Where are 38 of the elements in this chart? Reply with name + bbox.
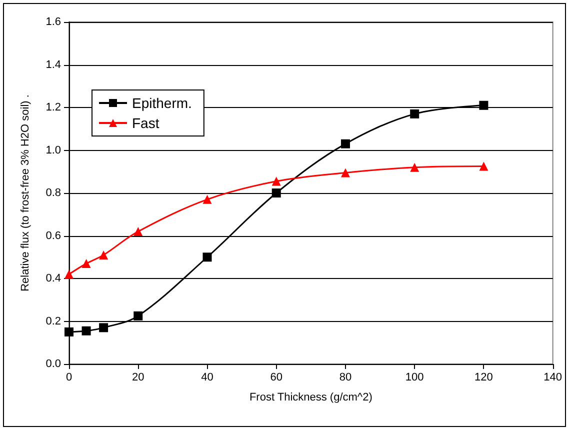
legend-label: Epitherm. [132, 95, 192, 111]
point [272, 176, 281, 186]
y-axis-title: Relative flux (to frost-free 3% H2O soil) . [20, 94, 32, 292]
point [134, 226, 143, 236]
x-axis-title: Frost Thickness (g/cm^2) [249, 392, 372, 404]
y-tick-label: 0.4 [46, 272, 61, 284]
point [340, 168, 350, 178]
y-tick-label: 0.6 [46, 230, 61, 242]
x-tick-label: 60 [270, 372, 282, 384]
y-tick-label: 1.4 [46, 58, 61, 71]
point [410, 109, 420, 118]
y-tick-label: 0.8 [46, 187, 61, 199]
y-tick-label: 1.2 [46, 102, 61, 114]
point [479, 162, 488, 171]
point [82, 326, 91, 336]
point [99, 323, 108, 332]
legend-label: Fast [132, 115, 160, 131]
point [272, 188, 281, 198]
point [479, 100, 488, 110]
x-tick-label: 140 [544, 372, 562, 384]
point [134, 311, 143, 320]
x-tick-label: 40 [201, 372, 214, 384]
point [202, 194, 212, 204]
point [99, 250, 108, 260]
point [82, 259, 91, 268]
x-tick-label: 100 [405, 372, 424, 384]
point [202, 252, 212, 262]
y-tick-label: 0.2 [46, 315, 61, 328]
y-tick-label: 1.6 [46, 16, 61, 28]
point [340, 139, 350, 148]
x-tick-label: 80 [339, 372, 352, 384]
point [410, 162, 420, 172]
point [64, 327, 74, 336]
x-tick-label: 20 [132, 372, 144, 384]
y-tick-label: 0.0 [46, 358, 61, 370]
y-tick-label: 1.0 [46, 144, 61, 156]
x-tick-label: 0 [66, 372, 72, 384]
x-tick-label: 120 [474, 372, 493, 384]
